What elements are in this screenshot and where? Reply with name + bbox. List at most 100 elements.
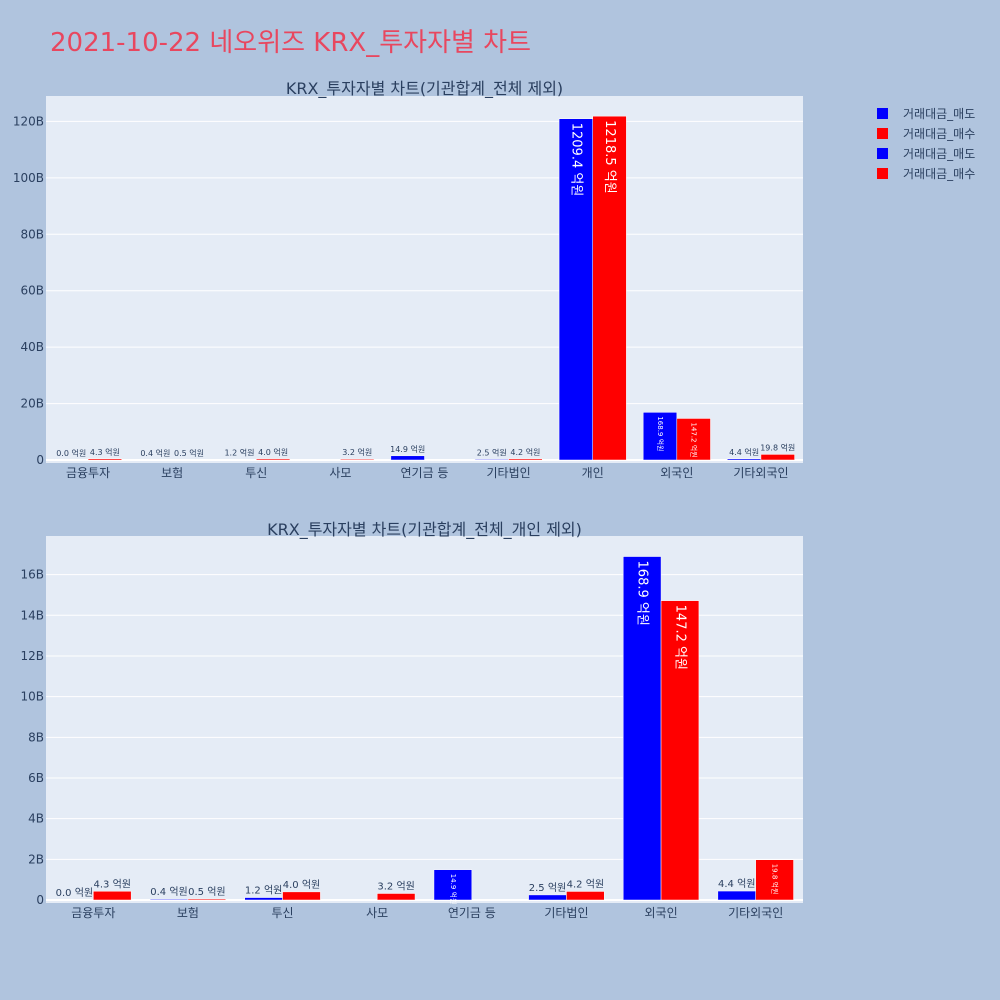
chart1-data-label: 4.0 억원	[258, 447, 288, 457]
chart1-data-label: 19.8 억원	[760, 442, 795, 452]
chart2-data-label: 0.4 억원	[150, 886, 187, 898]
chart2-ytick-label: 4B	[28, 812, 44, 826]
chart2-xtick-label: 보험	[177, 906, 199, 920]
chart1-xtick-label: 금융투자	[66, 466, 110, 480]
chart2-data-label: 4.4 억원	[718, 878, 755, 890]
chart2-data-label: 2.5 억원	[529, 882, 566, 894]
chart1-ytick-label: 0	[36, 453, 44, 467]
page-title: 2021-10-22 네오위즈 KRX_투자자별 차트	[50, 28, 532, 58]
legend-swatch	[877, 128, 888, 139]
chart2-bar-sell	[622, 556, 662, 901]
chart1-xtick-label: 외국인	[660, 466, 693, 480]
chart1-ytick-label: 80B	[20, 227, 44, 241]
chart2-data-label: 1.2 억원	[245, 885, 282, 897]
chart1-data-label: 4.3 억원	[90, 447, 120, 457]
chart1-ytick-label: 40B	[20, 340, 44, 354]
chart2-data-label: 4.2 억원	[567, 878, 604, 890]
chart1-data-label: 0.0 억원	[56, 448, 86, 458]
chart2-xtick-label: 사모	[366, 906, 388, 920]
chart1-bar-sell	[474, 459, 509, 461]
legend-label: 거래대금_매수	[903, 167, 975, 181]
chart2-xtick-label: 기타외국인	[728, 906, 783, 920]
chart2-xtick-label: 금융투자	[71, 906, 115, 920]
chart2-ytick-label: 2B	[28, 852, 44, 866]
chart1-xtick-label: 투신	[245, 466, 267, 480]
chart1-title: KRX_투자자별 차트(기관합계_전체 제외)	[286, 79, 563, 99]
chart2-bar-sell	[717, 890, 756, 901]
chart1-data-label: 1218.5 억원	[602, 120, 617, 194]
chart1-xtick-label: 개인	[582, 466, 604, 480]
chart1-data-label: 4.2 억원	[510, 447, 540, 457]
chart1-ytick-label: 20B	[20, 397, 44, 411]
chart2-data-label: 168.9 억원	[635, 561, 650, 626]
chart2-bar-buy	[187, 898, 227, 901]
chart1-data-label: 4.4 억원	[729, 447, 759, 457]
chart2-ytick-label: 6B	[28, 771, 44, 785]
chart1-ytick-label: 60B	[20, 284, 44, 298]
chart1-bar-sell	[727, 458, 762, 461]
chart1-bar-sell	[642, 412, 678, 461]
chart1-xtick-label: 기타법인	[487, 466, 531, 480]
chart2-data-label: 19.8 억원	[771, 864, 780, 895]
chart1-bar-buy	[592, 115, 627, 461]
chart1-xtick-label: 기타외국인	[733, 466, 788, 480]
chart2-ytick-label: 10B	[20, 690, 44, 704]
chart2-xtick-label: 기타법인	[544, 906, 588, 920]
chart2-data-label: 4.0 억원	[283, 879, 320, 891]
chart1-data-label: 0.4 억원	[140, 448, 170, 458]
chart2-ytick-label: 12B	[20, 649, 44, 663]
chart2-data-label: 147.2 억원	[672, 605, 687, 670]
chart1-bar-sell	[558, 118, 593, 461]
chart2-xtick-label: 연기금 등	[448, 906, 496, 920]
chart2-data-label: 0.5 억원	[188, 886, 225, 898]
chart2-bar-buy	[566, 891, 605, 901]
chart1-data-label: 1.2 억원	[224, 448, 254, 458]
chart2-data-label: 0.0 억원	[56, 887, 93, 899]
chart1-bar-buy	[760, 454, 795, 461]
chart2-bar-sell	[55, 899, 94, 901]
chart1-data-label: 2.5 억원	[477, 447, 507, 457]
legend-label: 거래대금_매도	[903, 107, 975, 121]
chart1-plot-area	[46, 96, 803, 463]
chart2-bar-sell	[433, 869, 473, 901]
chart2-bar-buy	[282, 891, 321, 901]
chart1-bar-sell	[222, 459, 257, 461]
chart2-ytick-label: 0	[36, 893, 44, 907]
chart1-data-label: 1209.4 억원	[568, 123, 583, 197]
chart1-bar-sell	[390, 455, 425, 461]
chart1-xtick-label: 보험	[161, 466, 183, 480]
chart1-xtick-label: 연기금 등	[401, 466, 449, 480]
chart1-data-label: 14.9 억원	[390, 444, 425, 454]
chart1-data-label: 168.9 억원	[656, 416, 665, 451]
chart2-ytick-label: 14B	[20, 608, 44, 622]
legend-swatch	[877, 148, 888, 159]
chart1-bar-sell	[138, 459, 173, 461]
chart2-data-label: 14.9 억원	[449, 874, 458, 905]
legend-swatch	[877, 108, 888, 119]
chart2-data-label: 3.2 억원	[377, 880, 414, 892]
chart1-ytick-label: 100B	[13, 171, 44, 185]
legend-label: 거래대금_매수	[903, 127, 975, 141]
chart1-bar-buy	[676, 418, 711, 461]
chart1-data-label: 0.5 억원	[174, 448, 204, 458]
chart2-bar-buy	[93, 891, 132, 901]
chart2-bar-sell	[528, 894, 567, 901]
chart2-ytick-label: 8B	[28, 730, 44, 744]
chart2-data-label: 4.3 억원	[93, 878, 130, 890]
legend-label: 거래대금_매도	[903, 147, 975, 161]
chart2-bar-buy	[755, 859, 794, 901]
chart1-data-label: 147.2 억원	[690, 422, 699, 457]
chart2-xtick-label: 투신	[272, 906, 294, 920]
chart1-bar-sell	[54, 459, 89, 461]
chart1-bar-buy	[256, 458, 291, 461]
chart2-bar-buy	[660, 600, 700, 901]
chart2-bar-sell	[244, 897, 283, 901]
chart2-bar-buy	[376, 893, 416, 901]
chart1-bar-buy	[340, 458, 375, 461]
legend-swatch	[877, 168, 888, 179]
chart1-bar-buy	[508, 458, 543, 461]
chart1-bar-buy	[171, 459, 207, 461]
chart2-ytick-label: 16B	[20, 568, 44, 582]
chart2-title: KRX_투자자별 차트(기관합계_전체_개인 제외)	[267, 520, 582, 540]
